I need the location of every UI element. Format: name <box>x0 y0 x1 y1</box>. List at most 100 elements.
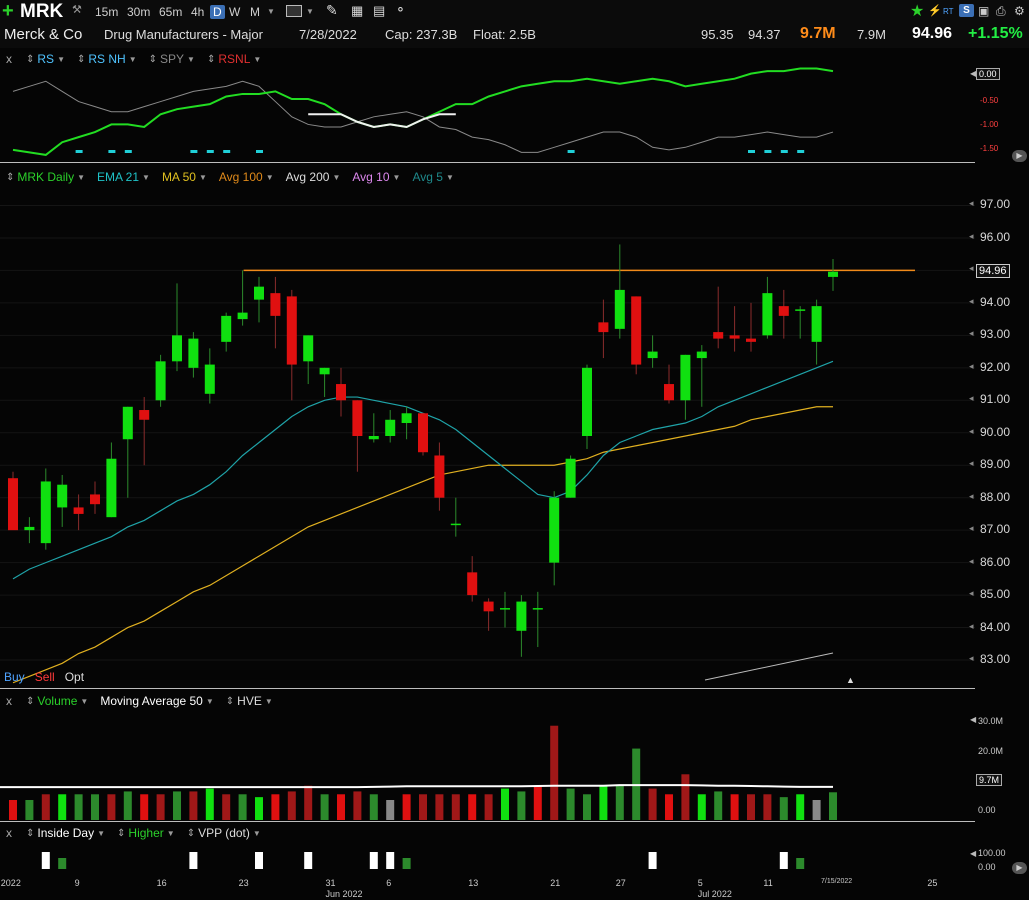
volume-bar <box>517 791 526 820</box>
bottom-indicator-chart <box>41 852 805 869</box>
dropdown-caret-icon[interactable]: ▼ <box>267 7 275 16</box>
avg100-indicator[interactable]: Avg 100 ▼ <box>219 170 274 184</box>
grid-icon[interactable]: ▦ <box>351 3 364 18</box>
avg200-indicator[interactable]: Avg 200 ▼ <box>286 170 341 184</box>
timeframe-4h[interactable]: 4h <box>191 5 205 19</box>
close-bottom-pane-button[interactable]: x <box>6 826 12 840</box>
timeframe-weekly[interactable]: W <box>229 5 241 19</box>
wrench-icon[interactable]: ⚒ <box>72 4 82 16</box>
timeframe-15m[interactable]: 15m <box>95 5 119 19</box>
hve-indicator[interactable]: ⇕ HVE ▼ <box>226 694 273 708</box>
updown-icon: ⇕ <box>26 827 35 839</box>
avg10-indicator[interactable]: Avg 10 ▼ <box>352 170 400 184</box>
drawing-tool-icon[interactable]: ▼ <box>306 7 314 16</box>
price-chart[interactable] <box>0 186 975 686</box>
close-volume-pane-button[interactable]: x <box>6 694 12 708</box>
realtime-indicator[interactable]: RT <box>943 7 954 16</box>
note-icon[interactable]: ▤ <box>373 3 386 18</box>
volume-indicator[interactable]: ⇕ Volume ▼ <box>26 694 88 708</box>
vpp-indicator[interactable]: ⇕ VPP (dot) ▼ <box>187 826 261 840</box>
volume-chart <box>0 725 837 820</box>
pane-divider[interactable] <box>0 162 975 163</box>
volume-bar <box>123 791 132 820</box>
ema21-line <box>12 360 834 580</box>
axis-caret-icon: ◂ <box>969 360 974 371</box>
rs-label: RS <box>37 52 55 66</box>
rsnl-label: RSNL <box>218 52 251 66</box>
inside-day-marker <box>189 852 198 869</box>
month-label: Jul 2022 <box>697 889 732 899</box>
axis-caret-icon: ◂ <box>969 490 974 501</box>
mrk-daily-indicator[interactable]: ⇕ MRK Daily ▼ <box>6 170 85 184</box>
pane-divider[interactable] <box>0 688 975 689</box>
inside-day-indicator[interactable]: ⇕ Inside Day ▼ <box>26 826 105 840</box>
timeframe-30m[interactable]: 30m <box>127 5 151 19</box>
rsnl-indicator[interactable]: ⇕ RSNL ▼ <box>207 52 261 66</box>
s-badge-icon[interactable]: S <box>959 4 974 17</box>
higher-marker <box>402 858 411 869</box>
moving-average-indicator[interactable]: Moving Average 50 ▼ <box>100 694 213 708</box>
caret-icon: ▼ <box>97 828 106 838</box>
save-icon[interactable]: ▣ <box>978 4 990 18</box>
timeframe-monthly[interactable]: M <box>250 5 260 19</box>
volume-bar <box>156 794 165 820</box>
bottom-axis-tick: 0.00 <box>978 862 996 872</box>
date-tick: 16 <box>156 878 167 888</box>
timeframe-daily[interactable]: D <box>210 5 225 19</box>
updown-icon: ⇕ <box>225 695 235 707</box>
pane-divider[interactable] <box>0 821 975 822</box>
price-axis-tick: 92.00 <box>980 359 1011 374</box>
avg5-indicator[interactable]: Avg 5 ▼ <box>412 170 453 184</box>
rs-marker <box>780 150 788 153</box>
ema21-indicator[interactable]: EMA 21 ▼ <box>97 170 150 184</box>
month-label: Jun 2022 <box>325 889 363 899</box>
date-tick: 2022 <box>0 878 21 888</box>
candle-body <box>188 338 199 368</box>
timeframe-65m[interactable]: 65m <box>159 5 183 19</box>
caret-icon: ▼ <box>166 828 175 838</box>
higher-indicator[interactable]: ⇕ Higher ▼ <box>117 826 175 840</box>
rs-marker <box>748 150 755 153</box>
spy-indicator[interactable]: ⇕ SPY ▼ <box>149 52 195 66</box>
symbol-input[interactable]: MRK <box>20 1 64 22</box>
expand-triangle-icon[interactable]: ▲ <box>846 675 855 685</box>
axis-caret-icon: ◂ <box>969 328 974 339</box>
inside-day-marker <box>369 852 378 869</box>
date-tick: 6 <box>386 878 392 888</box>
template-icon[interactable] <box>286 5 302 17</box>
buy-button[interactable]: Buy <box>4 670 25 684</box>
bottom-scroll-right-icon[interactable]: ▶ <box>1012 862 1027 874</box>
candle-body <box>401 413 412 424</box>
add-symbol-icon[interactable]: + <box>2 0 14 22</box>
rs-indicator[interactable]: ⇕ RS ▼ <box>26 52 65 66</box>
share-icon[interactable]: ⚬ <box>395 2 406 17</box>
inside-day-marker <box>41 852 50 869</box>
candle-body <box>106 458 117 518</box>
candle-body <box>303 335 314 362</box>
volume-bar <box>287 791 296 820</box>
caret-icon: ▼ <box>198 172 207 182</box>
ema21-label: EMA 21 <box>96 170 140 184</box>
star-icon[interactable]: ★ <box>910 3 925 20</box>
close-rs-pane-button[interactable]: x <box>6 52 12 66</box>
rs-axis-tick: -1.50 <box>980 144 999 153</box>
options-button[interactable]: Opt <box>64 670 85 684</box>
candle-body <box>680 354 691 401</box>
sell-button[interactable]: Sell <box>34 670 55 684</box>
scan-icon[interactable]: ⚡ <box>928 5 942 17</box>
print-icon[interactable]: ⎙ <box>996 4 1006 18</box>
price-axis-tick: 86.00 <box>980 554 1011 569</box>
volume-bar <box>140 794 149 820</box>
volume-bar <box>566 788 575 820</box>
rs-nh-indicator[interactable]: ⇕ RS NH ▼ <box>77 52 137 66</box>
rs-marker <box>124 150 132 153</box>
settings-icon[interactable]: ⚙ <box>1014 4 1025 18</box>
inside-day-marker <box>648 852 657 869</box>
rs-scroll-right-icon[interactable]: ▶ <box>1012 150 1027 162</box>
trade-buttons: Buy Sell Opt <box>4 666 84 688</box>
candle-body <box>221 315 232 342</box>
date-tick: 11 <box>763 878 773 888</box>
volume-bar <box>747 794 755 820</box>
ma50-indicator[interactable]: MA 50 ▼ <box>162 170 207 184</box>
pencil-icon[interactable]: ✎ <box>326 2 338 18</box>
